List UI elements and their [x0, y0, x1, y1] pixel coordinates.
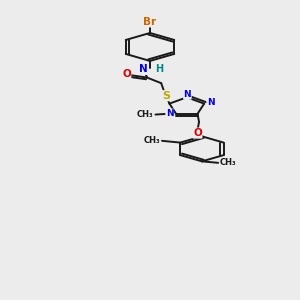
Text: N: N	[207, 98, 214, 107]
Text: O: O	[122, 69, 131, 79]
Text: Br: Br	[143, 17, 157, 27]
Text: H: H	[155, 64, 164, 74]
Text: N: N	[184, 90, 191, 99]
Text: N: N	[139, 64, 148, 74]
Text: S: S	[162, 91, 170, 101]
Text: O: O	[193, 128, 202, 138]
Text: CH₃: CH₃	[136, 110, 153, 119]
Text: CH₃: CH₃	[220, 158, 236, 167]
Text: N: N	[166, 109, 173, 118]
Text: CH₃: CH₃	[144, 136, 160, 145]
